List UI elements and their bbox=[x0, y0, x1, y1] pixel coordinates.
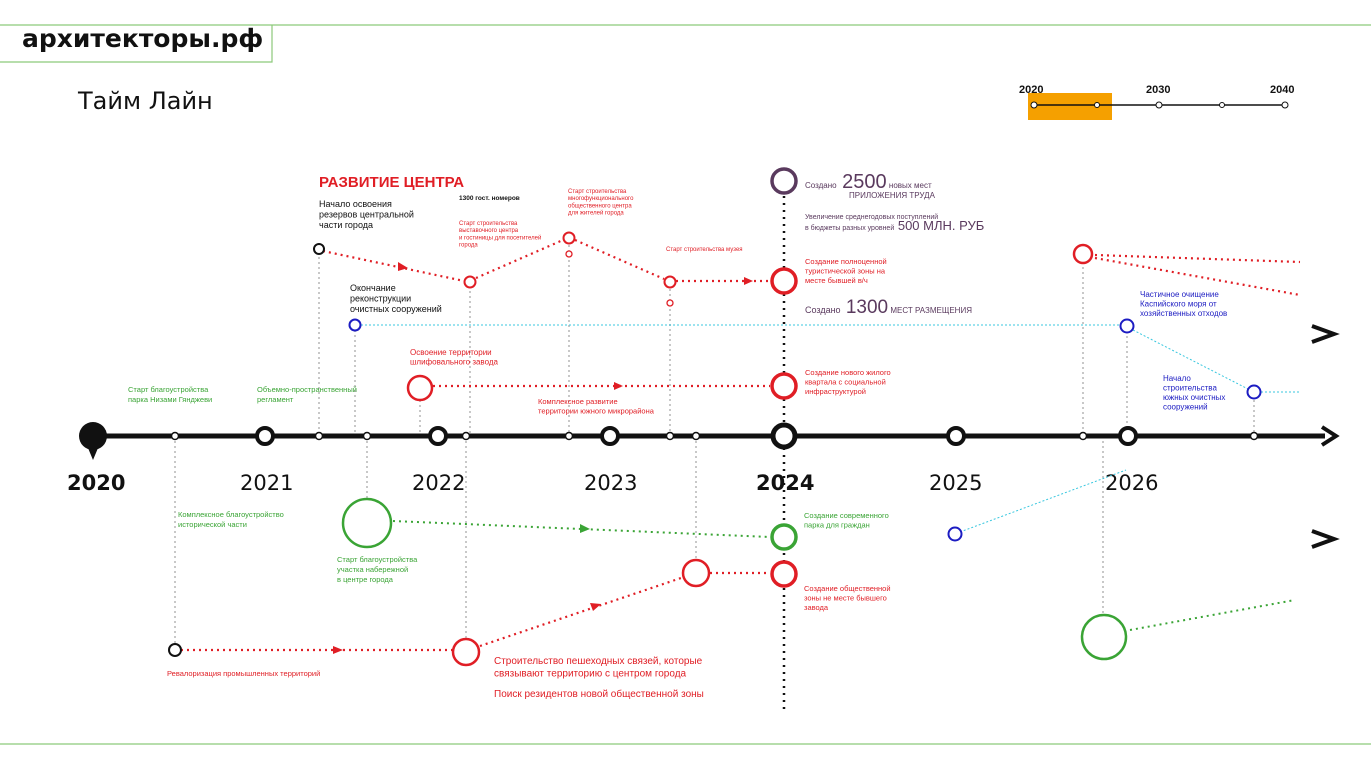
label-residents: Поиск резидентов новой общественной зоны bbox=[494, 688, 704, 700]
event-node-caspian bbox=[1119, 318, 1135, 334]
event-node-jobs bbox=[770, 167, 798, 195]
event-node-ped-links bbox=[451, 637, 481, 667]
page-title: Тайм Лайн bbox=[77, 87, 213, 115]
label-multifunc-center: Старт строительства многофункционального о… bbox=[568, 189, 634, 217]
arrow-right-icon-bottom bbox=[1311, 529, 1340, 549]
event-node-future-red bbox=[1072, 243, 1094, 265]
scale-label-2040: 2040 bbox=[1270, 84, 1294, 96]
red-track-upper bbox=[322, 238, 1301, 388]
event-node-museum bbox=[663, 275, 677, 289]
label-museum: Старт строительства музея bbox=[666, 247, 743, 253]
section-title: РАЗВИТИЕ ЦЕНТРА bbox=[319, 174, 464, 191]
label-caspian: Частичное очищение Каспийского моря от хоз… bbox=[1140, 290, 1227, 318]
arrow-icon bbox=[614, 382, 623, 390]
label-expo-center: Старт строительства выставочного центра и … bbox=[459, 221, 541, 249]
event-node-start-center bbox=[313, 243, 325, 255]
event-node-tourist bbox=[770, 267, 798, 295]
arrow-icon bbox=[398, 262, 408, 271]
scale-label-2030: 2030 bbox=[1146, 84, 1170, 96]
cyan-track bbox=[361, 324, 1300, 533]
year-label-2022: 2022 bbox=[412, 471, 465, 495]
year-label-2025: 2025 bbox=[929, 471, 982, 495]
label-tourist-zone: Создание полноценной туристической зоны н… bbox=[805, 257, 887, 285]
label-jobs: Создано 2500 новых мест bbox=[805, 171, 932, 193]
event-node-public-2023 bbox=[681, 558, 711, 588]
event-node-public-zone bbox=[770, 560, 798, 588]
event-node-treatment bbox=[348, 318, 362, 332]
event-node-south-treatment bbox=[1246, 384, 1262, 400]
red-track-lower bbox=[181, 571, 770, 652]
arrow-icon bbox=[580, 524, 590, 533]
event-labels: Начало освоения резервов центральной части… bbox=[128, 171, 1227, 700]
event-node-expo bbox=[463, 275, 477, 289]
year-label-2021: 2021 bbox=[240, 471, 293, 495]
event-node-modern-park bbox=[770, 523, 798, 551]
label-new-quarter: Создание нового жилого квартала с социаль… bbox=[805, 368, 891, 396]
label-start-center: Начало освоения резервов центральной части… bbox=[319, 199, 414, 230]
event-node-2025-blue bbox=[947, 526, 963, 542]
event-node-multifunc bbox=[562, 231, 576, 245]
label-grinding-plant: Освоение территории шлифовального завода bbox=[410, 348, 499, 367]
arrow-icon bbox=[590, 603, 601, 611]
label-park-nizami: Старт благоустройства парка Низами Гяндже… bbox=[128, 385, 212, 404]
label-south-district: Комплексное развитие территории южного ми… bbox=[538, 397, 655, 416]
year-label-2024: 2024 bbox=[756, 471, 814, 495]
axis-arrow-icon bbox=[1320, 425, 1340, 447]
label-public-zone: Создание общественной зоны не месте бывше… bbox=[804, 584, 891, 612]
brand-logo: архитекторы.рф bbox=[22, 24, 263, 53]
label-places: Создано 1300 МЕСТ РАЗМЕЩЕНИЯ bbox=[805, 297, 972, 318]
axis-nodes bbox=[79, 422, 1259, 460]
event-node-embankment bbox=[341, 497, 393, 549]
brand-frame bbox=[0, 25, 273, 63]
arrow-icon bbox=[744, 277, 753, 285]
scale-label-2020: 2020 bbox=[1019, 84, 1043, 96]
year-label-2023: 2023 bbox=[584, 471, 637, 495]
label-jobs-line2: ПРИЛОЖЕНИЯ ТРУДА bbox=[849, 191, 936, 200]
label-spatial-regl: Объемно-пространственный регламент bbox=[257, 385, 357, 404]
event-node-revalorization bbox=[168, 643, 182, 657]
label-hotel-rooms: 1300 гост. номеров bbox=[459, 195, 520, 202]
label-modern-park: Создание современного парка для граждан bbox=[804, 511, 889, 530]
year-label-2026: 2026 bbox=[1105, 471, 1158, 495]
mini-scale: 2020 2030 2040 bbox=[1019, 84, 1294, 120]
label-embankment: Старт благоустройства участка набережной в… bbox=[337, 555, 418, 584]
label-south-treatment: Начало строительства южных очистных сооруже… bbox=[1163, 374, 1225, 412]
label-revalorization: Ревалоризация промышленных территорий bbox=[167, 669, 320, 678]
year-label-2020: 2020 bbox=[67, 471, 125, 495]
label-historic-part: Комплексное благоустройство исторической … bbox=[178, 510, 284, 529]
event-node-quarter bbox=[770, 372, 798, 400]
green-track bbox=[392, 520, 1296, 631]
event-subnode bbox=[666, 299, 674, 307]
label-ped-links: Строительство пешеходных связей, которые… bbox=[494, 656, 703, 680]
event-subnode bbox=[565, 250, 573, 258]
arrow-icon bbox=[333, 646, 343, 654]
label-treatment-end: Окончание реконструкции очистных сооружени… bbox=[350, 283, 442, 314]
vertical-connectors bbox=[174, 240, 1255, 650]
event-node-grinding bbox=[406, 374, 434, 402]
year-labels: 2020 2021 2022 2023 2024 2025 2026 bbox=[67, 471, 1158, 495]
arrow-right-icon-top bbox=[1311, 324, 1340, 344]
event-node-future-green bbox=[1080, 613, 1128, 661]
label-revenue-line1: Увеличение среднегодовых поступлений bbox=[805, 213, 938, 221]
label-revenue: в бюджеты разных уровней 500 МЛН. РУБ bbox=[805, 218, 984, 233]
